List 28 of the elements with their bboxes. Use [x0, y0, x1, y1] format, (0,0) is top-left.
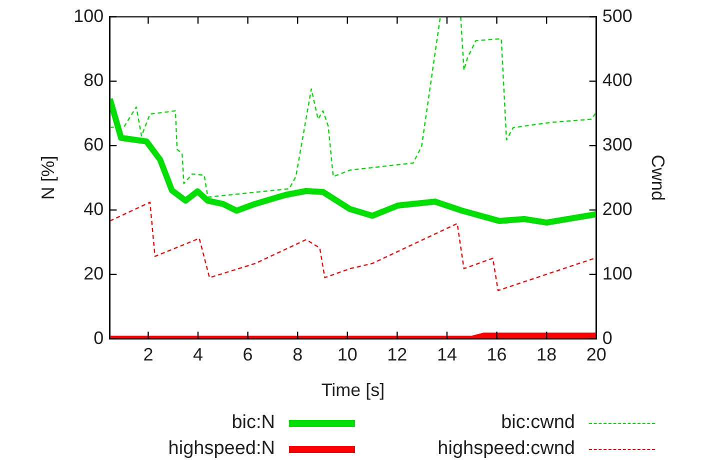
- y-tick-label: 100: [74, 6, 104, 26]
- legend-label: highspeed:N: [168, 438, 275, 460]
- y-axis-title: N [%]: [38, 156, 58, 200]
- y-tick-label: 80: [84, 70, 104, 90]
- x-tick-label: 16: [486, 344, 507, 365]
- y2-tick-label: 300: [602, 134, 632, 155]
- y-tick-label: 40: [84, 198, 104, 219]
- y-tick-label: 60: [84, 134, 104, 155]
- legend-label: highspeed:cwnd: [438, 438, 575, 460]
- x-tick-label: 4: [193, 344, 204, 365]
- x-tick-label: 10: [337, 344, 358, 365]
- x-tick-label: 6: [242, 344, 253, 365]
- y2-tick-label: 500: [602, 6, 632, 26]
- x-axis-title: Time [s]: [321, 380, 385, 400]
- x-tick-label: 14: [436, 344, 457, 365]
- legend-label: bic:N: [232, 412, 275, 434]
- y-tick-label: 20: [84, 263, 104, 284]
- y2-tick-label: 100: [602, 263, 632, 284]
- legend-label: bic:cwnd: [501, 412, 575, 434]
- y2-tick-label: 400: [602, 70, 632, 90]
- x-tick-label: 12: [387, 344, 408, 365]
- line-series: [110, 202, 596, 292]
- x-tick-label: 18: [536, 344, 557, 365]
- x-tick-label: 8: [292, 344, 303, 365]
- y-tick-label: 0: [94, 328, 104, 348]
- y2-axis-title: Cwnd: [648, 154, 668, 201]
- y2-tick-label: 200: [602, 198, 632, 219]
- x-tick-label: 2: [143, 344, 154, 365]
